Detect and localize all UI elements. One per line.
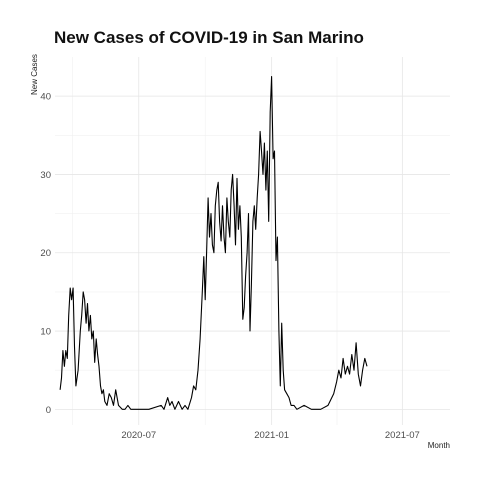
series-lines — [59, 76, 368, 410]
y-axis-ticks: 0 10 20 30 40 — [40, 92, 51, 416]
series-line — [59, 76, 368, 410]
y-axis-title: New Cases — [30, 54, 39, 95]
x-axis-title: Month — [428, 441, 450, 450]
chart-title: New Cases of COVID-19 in San Marino — [54, 28, 364, 47]
y-tick-label: 30 — [40, 170, 51, 181]
x-tick-label: 2021-07 — [385, 430, 420, 441]
x-tick-label: 2020-07 — [121, 430, 156, 441]
y-tick-label: 0 — [46, 405, 51, 416]
x-tick-label: 2021-01 — [254, 430, 289, 441]
y-tick-label: 20 — [40, 248, 51, 259]
x-axis-ticks: 2020-07 2021-01 2021-07 — [121, 430, 419, 441]
grid-lines — [55, 57, 450, 425]
y-tick-label: 10 — [40, 327, 51, 338]
y-tick-label: 40 — [40, 92, 51, 103]
